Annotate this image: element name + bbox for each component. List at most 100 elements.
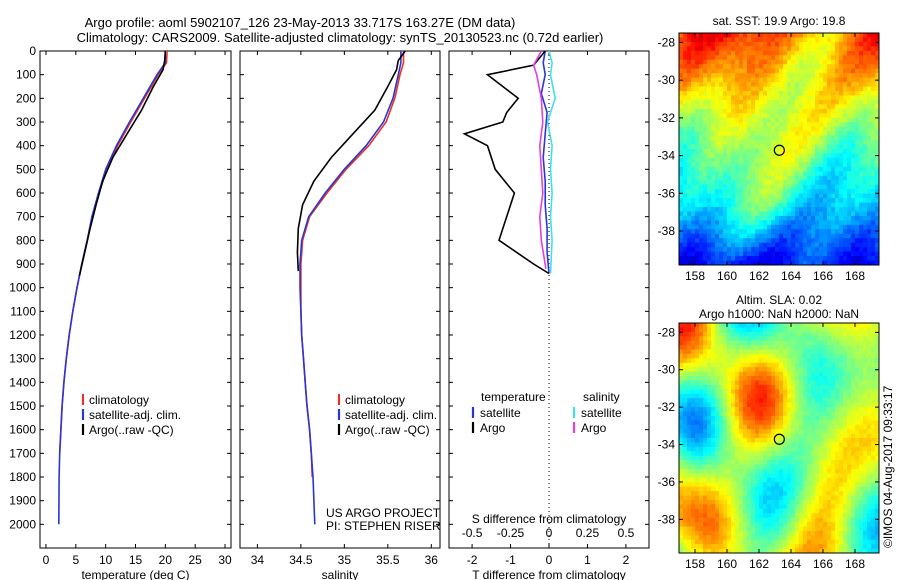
map-cell bbox=[707, 327, 712, 333]
map-cell bbox=[791, 224, 796, 230]
map-cell bbox=[795, 327, 800, 333]
map-cell bbox=[723, 446, 728, 452]
map-cell bbox=[683, 135, 688, 141]
map-cell bbox=[811, 477, 816, 483]
map-cell bbox=[679, 411, 684, 417]
map-cell bbox=[759, 233, 764, 239]
map-cell bbox=[707, 389, 712, 395]
map-cell bbox=[703, 184, 708, 190]
map-cell bbox=[843, 157, 848, 163]
map-cell bbox=[835, 429, 840, 435]
map-cell bbox=[683, 371, 688, 377]
map-cell bbox=[747, 122, 752, 128]
map-cell bbox=[683, 260, 688, 265]
map-cell bbox=[791, 247, 796, 253]
map-cell bbox=[819, 189, 824, 195]
map-cell bbox=[819, 180, 824, 186]
map-cell bbox=[859, 415, 864, 421]
map-cell bbox=[819, 415, 824, 421]
map-cell bbox=[715, 91, 720, 97]
map-cell bbox=[763, 464, 768, 470]
map-cell bbox=[831, 402, 836, 408]
map-cell bbox=[791, 73, 796, 79]
map-cell bbox=[807, 486, 812, 492]
map-cell bbox=[819, 37, 824, 43]
map-cell bbox=[707, 184, 712, 190]
map-cell bbox=[759, 407, 764, 413]
map-cell bbox=[851, 229, 856, 235]
map-cell bbox=[691, 238, 696, 244]
map-cell bbox=[819, 157, 824, 163]
map-cell bbox=[811, 495, 816, 501]
map-cell bbox=[695, 504, 700, 510]
map-cell bbox=[791, 367, 796, 373]
map-cell bbox=[735, 393, 740, 399]
map-cell bbox=[799, 37, 804, 43]
map-cell bbox=[727, 402, 732, 408]
map-cell bbox=[763, 162, 768, 168]
map-cell bbox=[827, 238, 832, 244]
map-cell bbox=[795, 376, 800, 382]
map-cell bbox=[767, 50, 772, 56]
map-cell bbox=[723, 345, 728, 351]
map-cell bbox=[723, 420, 728, 426]
map-cell bbox=[795, 389, 800, 395]
map-cell bbox=[875, 180, 879, 186]
map-cell bbox=[871, 41, 876, 47]
map-cell bbox=[863, 477, 868, 483]
map-cell bbox=[811, 184, 816, 190]
map-cell bbox=[783, 411, 788, 417]
map-cell bbox=[703, 77, 708, 83]
map-cell bbox=[791, 77, 796, 83]
map-cell bbox=[787, 358, 792, 364]
map-cell bbox=[719, 50, 724, 56]
map-cell bbox=[723, 389, 728, 395]
map-cell bbox=[867, 393, 872, 399]
map-cell bbox=[823, 211, 828, 217]
map-cell bbox=[867, 215, 872, 221]
map-cell bbox=[719, 376, 724, 382]
map-cell bbox=[751, 464, 756, 470]
map-cell bbox=[751, 193, 756, 199]
map-cell bbox=[867, 220, 872, 226]
map-cell bbox=[719, 166, 724, 172]
map-cell bbox=[743, 180, 748, 186]
map-cell bbox=[827, 389, 832, 395]
map-cell bbox=[747, 220, 752, 226]
map-cell bbox=[867, 446, 872, 452]
map-field bbox=[679, 323, 879, 553]
map-cell bbox=[779, 380, 784, 386]
map-cell bbox=[775, 389, 780, 395]
map-cell bbox=[763, 215, 768, 221]
map-cell bbox=[843, 126, 848, 132]
map-cell bbox=[815, 451, 820, 457]
map-cell bbox=[747, 376, 752, 382]
map-cell bbox=[851, 220, 856, 226]
map-cell bbox=[735, 117, 740, 123]
map-cell bbox=[859, 198, 864, 204]
map-cell bbox=[703, 144, 708, 150]
map-cell bbox=[755, 68, 760, 74]
map-cell bbox=[771, 86, 776, 92]
map-cell bbox=[727, 95, 732, 101]
map-cell bbox=[699, 407, 704, 413]
legend-label: satellite-adj. clim. bbox=[345, 408, 437, 422]
map-cell bbox=[787, 215, 792, 221]
map-cell bbox=[727, 104, 732, 110]
map-cell bbox=[727, 193, 732, 199]
map-cell bbox=[851, 256, 856, 262]
map-cell bbox=[759, 371, 764, 377]
map-cell bbox=[743, 224, 748, 230]
map-cell bbox=[755, 345, 760, 351]
map-cell bbox=[863, 37, 868, 43]
map-cell bbox=[715, 126, 720, 132]
map-cell bbox=[851, 64, 856, 70]
map-cell bbox=[871, 59, 876, 65]
map-cell bbox=[699, 393, 704, 399]
map-cell bbox=[747, 420, 752, 426]
map-cell bbox=[755, 73, 760, 79]
map-cell bbox=[791, 442, 796, 448]
map-cell bbox=[699, 429, 704, 435]
map-cell bbox=[835, 251, 840, 257]
map-cell bbox=[719, 429, 724, 435]
